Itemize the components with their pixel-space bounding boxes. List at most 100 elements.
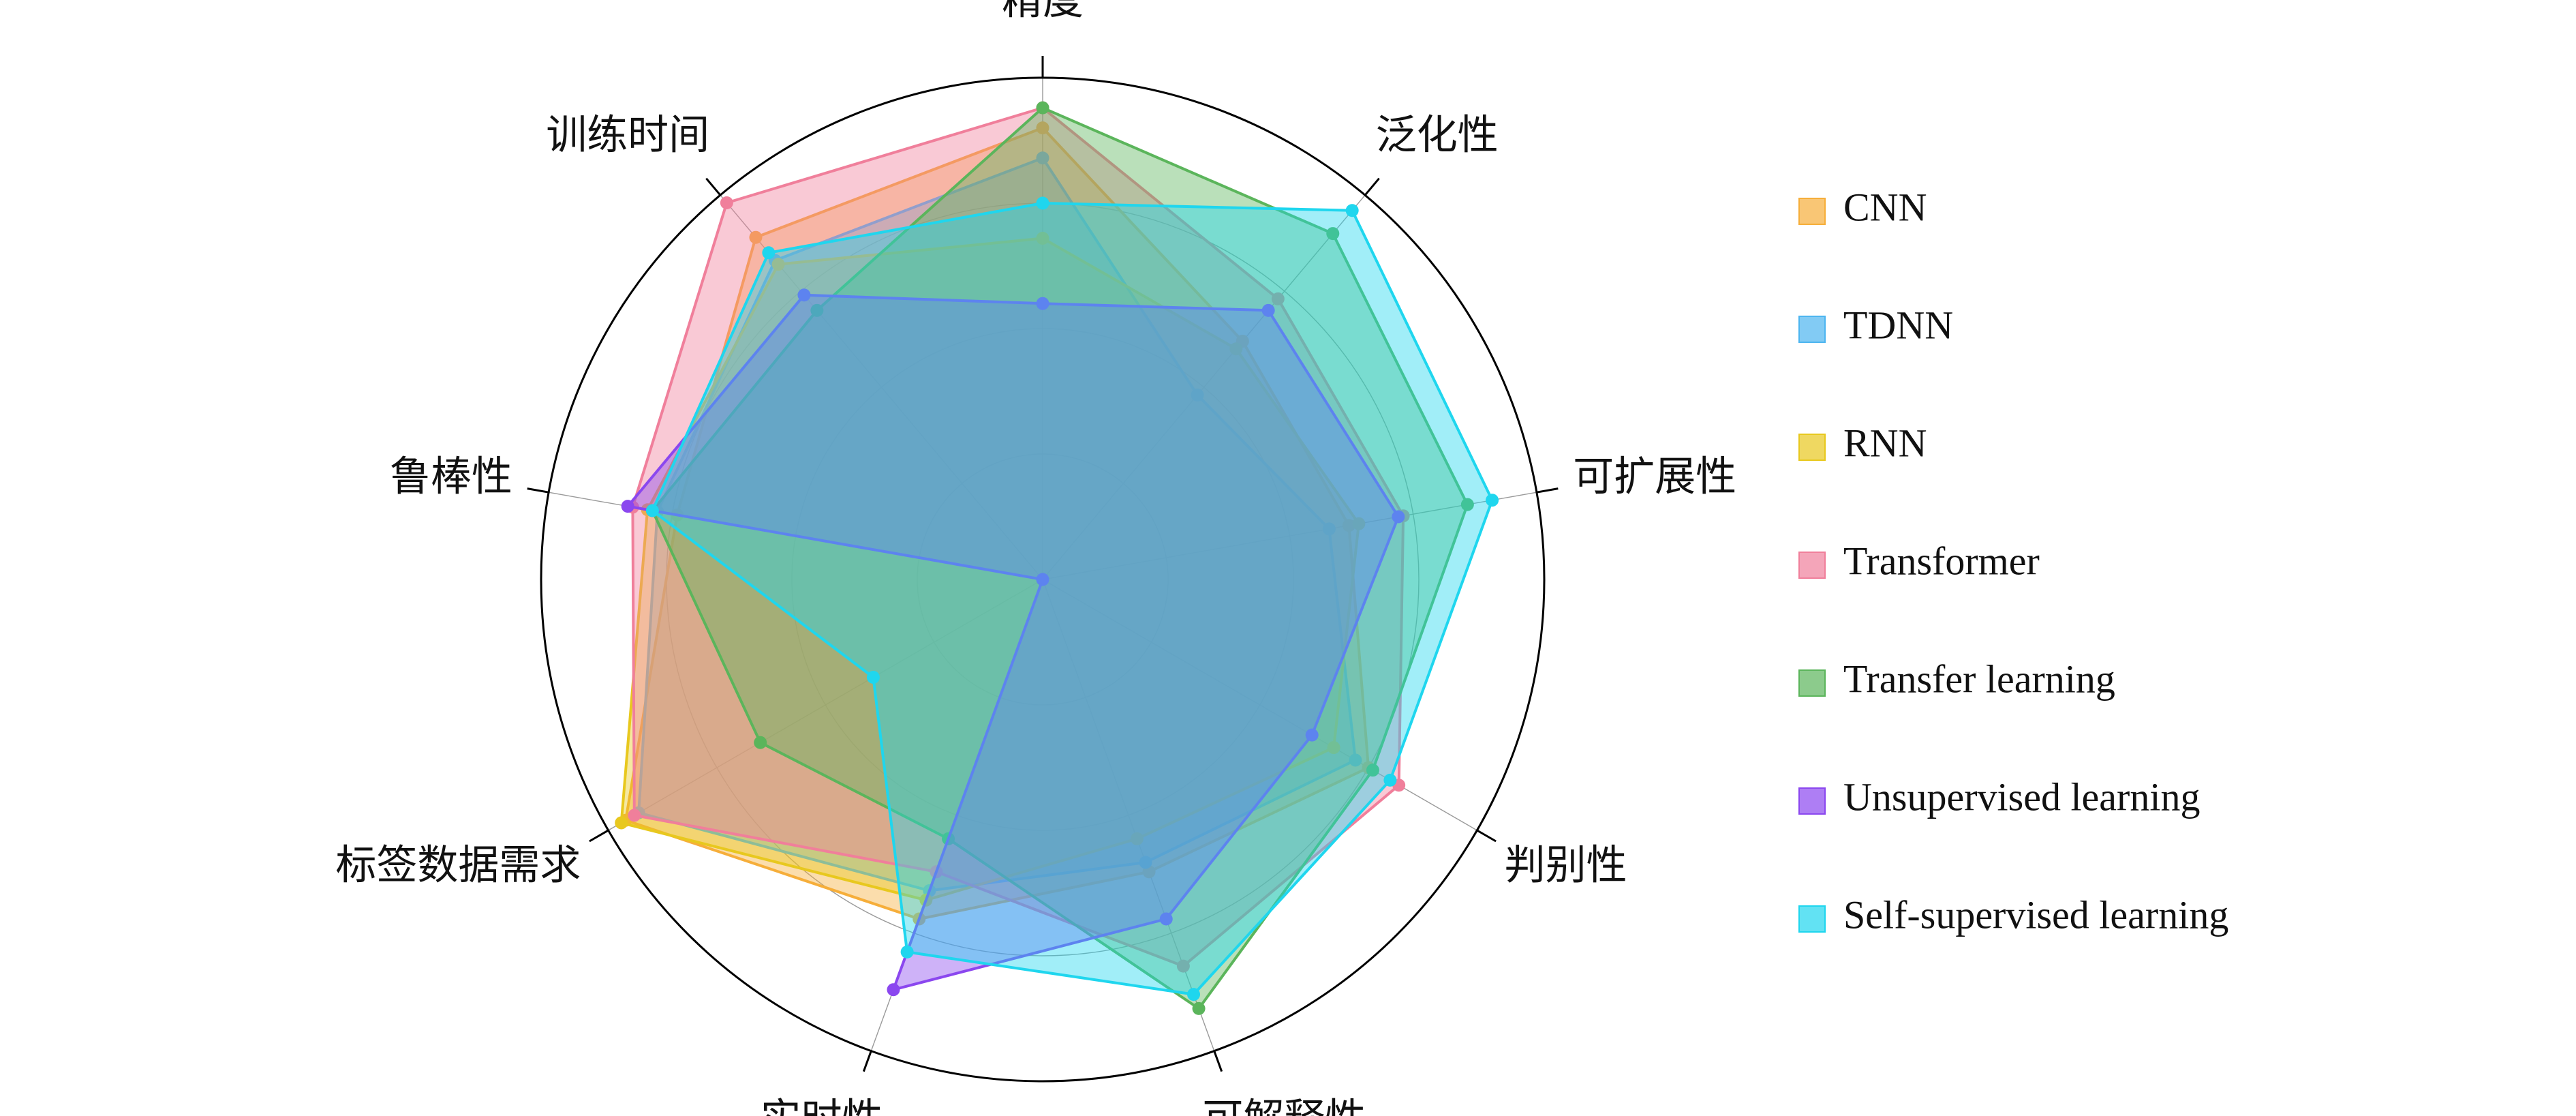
legend: CNN TDNN RNN Transformer Transfer learning Un… bbox=[1798, 185, 2228, 937]
axis-tick bbox=[862, 1051, 872, 1072]
series-tdnn bbox=[632, 151, 1362, 897]
axis-label: 可解释性 bbox=[1202, 1096, 1366, 1116]
axis-tick bbox=[589, 829, 609, 843]
axis-label: 训练时间 bbox=[546, 112, 709, 160]
axis-label: 泛化性 bbox=[1376, 112, 1499, 160]
data-point bbox=[720, 196, 733, 209]
series-self-supervised-learning bbox=[645, 196, 1499, 1001]
legend-item: Transformer bbox=[1798, 539, 2040, 583]
data-point bbox=[1036, 297, 1049, 310]
legend-swatch bbox=[1798, 552, 1826, 579]
data-point bbox=[621, 500, 634, 513]
data-point bbox=[1392, 510, 1405, 524]
legend-label: CNN bbox=[1843, 185, 1927, 229]
data-point bbox=[1486, 494, 1499, 507]
data-point bbox=[1366, 764, 1379, 777]
series-area bbox=[637, 156, 1357, 892]
series-area bbox=[626, 293, 1400, 991]
legend-label: TDNN bbox=[1843, 303, 1953, 347]
series-transfer-learning bbox=[645, 101, 1474, 1015]
data-point bbox=[797, 288, 811, 302]
legend-label: Unsupervised learning bbox=[1843, 774, 2200, 819]
axis-label: 精度 bbox=[1002, 0, 1084, 25]
data-point bbox=[810, 303, 824, 317]
data-point bbox=[771, 258, 785, 271]
data-point bbox=[1192, 1001, 1206, 1015]
data-point bbox=[866, 671, 880, 684]
data-point bbox=[1036, 232, 1049, 245]
legend-swatch bbox=[1798, 669, 1826, 697]
axis-tick bbox=[1536, 487, 1559, 494]
grid-spoke bbox=[1042, 492, 1537, 580]
data-point bbox=[900, 945, 914, 959]
legend-swatch bbox=[1798, 198, 1826, 225]
series-unsupervised-learning bbox=[621, 288, 1405, 997]
legend-item: Unsupervised learning bbox=[1798, 774, 2200, 819]
data-point bbox=[1460, 498, 1474, 511]
legend-label: Transformer bbox=[1843, 539, 2040, 583]
data-point bbox=[1327, 741, 1340, 755]
axis-label: 可扩展性 bbox=[1573, 453, 1736, 501]
grid-spoke bbox=[1042, 579, 1477, 831]
axis-tick bbox=[1213, 1051, 1223, 1072]
data-point bbox=[1271, 292, 1285, 305]
data-point bbox=[1191, 388, 1204, 402]
legend-item: Self-supervised learning bbox=[1798, 892, 2228, 937]
axis-tick bbox=[527, 487, 549, 494]
series-transformer bbox=[626, 101, 1410, 973]
data-point bbox=[1349, 753, 1362, 767]
data-point bbox=[1036, 121, 1049, 135]
series-area bbox=[631, 106, 1405, 968]
grid-spoke bbox=[608, 579, 1043, 831]
axis-label: 实时性 bbox=[761, 1096, 883, 1116]
legend-label: Self-supervised learning bbox=[1843, 892, 2228, 937]
data-point bbox=[762, 246, 776, 260]
data-point bbox=[1345, 204, 1359, 217]
axis-tick bbox=[1364, 177, 1380, 196]
data-point bbox=[754, 736, 767, 749]
data-point bbox=[1159, 912, 1173, 926]
axis-tick bbox=[705, 177, 722, 196]
data-point bbox=[628, 809, 641, 822]
data-point bbox=[1036, 573, 1049, 586]
data-point bbox=[645, 504, 659, 517]
legend-item: CNN bbox=[1798, 185, 1927, 229]
legend-item: Transfer learning bbox=[1798, 657, 2115, 701]
grid-spoke bbox=[1042, 194, 1366, 580]
legend-swatch bbox=[1798, 434, 1826, 461]
axis-label: 标签数据需求 bbox=[335, 842, 581, 890]
series-area bbox=[651, 202, 1494, 996]
data-point bbox=[1176, 959, 1190, 973]
legend-label: RNN bbox=[1843, 421, 1927, 465]
grid-spoke bbox=[1042, 579, 1215, 1051]
radar-series bbox=[615, 101, 1499, 1015]
axis-tick bbox=[1476, 829, 1497, 843]
data-point bbox=[1036, 101, 1049, 115]
data-point bbox=[1130, 832, 1144, 845]
data-point bbox=[1342, 519, 1355, 532]
data-point bbox=[1322, 522, 1336, 536]
legend-swatch bbox=[1798, 316, 1826, 343]
axis-label: 鲁棒性 bbox=[390, 453, 512, 501]
legend-item: TDNN bbox=[1798, 303, 1953, 347]
data-point bbox=[1139, 856, 1152, 869]
axis-label: 判别性 bbox=[1505, 842, 1627, 890]
data-point bbox=[1036, 196, 1049, 210]
data-point bbox=[615, 816, 628, 830]
data-point bbox=[1187, 988, 1201, 1001]
data-point bbox=[1352, 517, 1366, 530]
series-area bbox=[651, 106, 1469, 1010]
data-point bbox=[887, 983, 900, 997]
data-point bbox=[1305, 728, 1319, 742]
legend-label: Transfer learning bbox=[1843, 657, 2115, 701]
legend-swatch bbox=[1798, 905, 1826, 933]
data-point bbox=[749, 230, 763, 244]
data-point bbox=[1229, 342, 1243, 356]
legend-swatch bbox=[1798, 787, 1826, 815]
data-point bbox=[1383, 773, 1397, 787]
legend-item: RNN bbox=[1798, 421, 1927, 465]
axis-labels: 精度泛化性可扩展性判别性可解释性 实时性 标签数据需求 鲁棒性 训练时间 bbox=[335, 0, 1736, 1116]
data-point bbox=[1036, 151, 1049, 165]
data-point bbox=[1261, 303, 1275, 317]
